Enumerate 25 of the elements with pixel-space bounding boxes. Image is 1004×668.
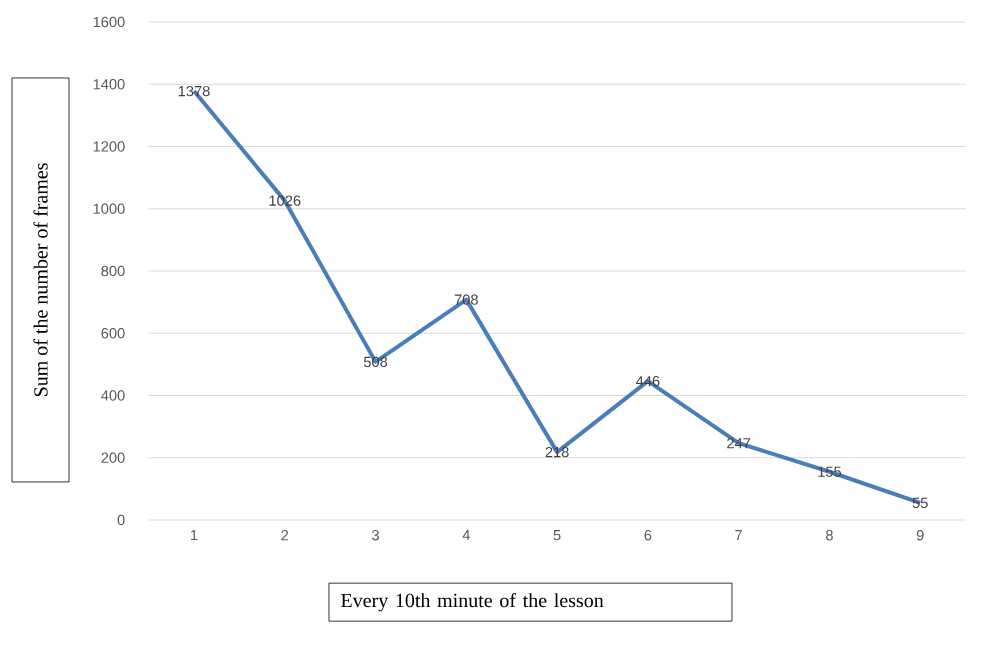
x-tick-label: 2 bbox=[281, 530, 289, 541]
y-tick-label: 600 bbox=[101, 328, 125, 339]
data-label: 708 bbox=[454, 294, 478, 305]
y-tick-label: 400 bbox=[101, 390, 125, 401]
y-tick-label: 200 bbox=[101, 452, 125, 463]
x-tick-label: 9 bbox=[916, 530, 924, 541]
x-tick-label: 6 bbox=[644, 530, 652, 541]
x-tick-label: 4 bbox=[462, 530, 470, 541]
y-tick-label: 1200 bbox=[93, 141, 125, 152]
data-label: 218 bbox=[545, 446, 569, 458]
x-axis-title: Every 10th minute of the lesson bbox=[341, 592, 604, 612]
y-tick-label: 1400 bbox=[93, 79, 125, 90]
y-tick-label: 1600 bbox=[93, 16, 125, 28]
x-tick-label: 1 bbox=[191, 530, 198, 541]
data-label: 55 bbox=[912, 497, 928, 508]
y-tick-label: 0 bbox=[117, 514, 125, 526]
x-tick-label: 5 bbox=[553, 530, 561, 541]
data-label: 1378 bbox=[178, 85, 210, 97]
x-tick-label: 3 bbox=[372, 530, 379, 541]
data-label: 508 bbox=[363, 356, 388, 368]
x-tick-label: 7 bbox=[735, 530, 742, 541]
y-tick-label: 1000 bbox=[93, 203, 125, 214]
y-tick-label: 800 bbox=[101, 265, 125, 277]
y-axis-title: Sum of the number of frames bbox=[33, 163, 48, 397]
x-tick-label: 8 bbox=[825, 530, 833, 541]
